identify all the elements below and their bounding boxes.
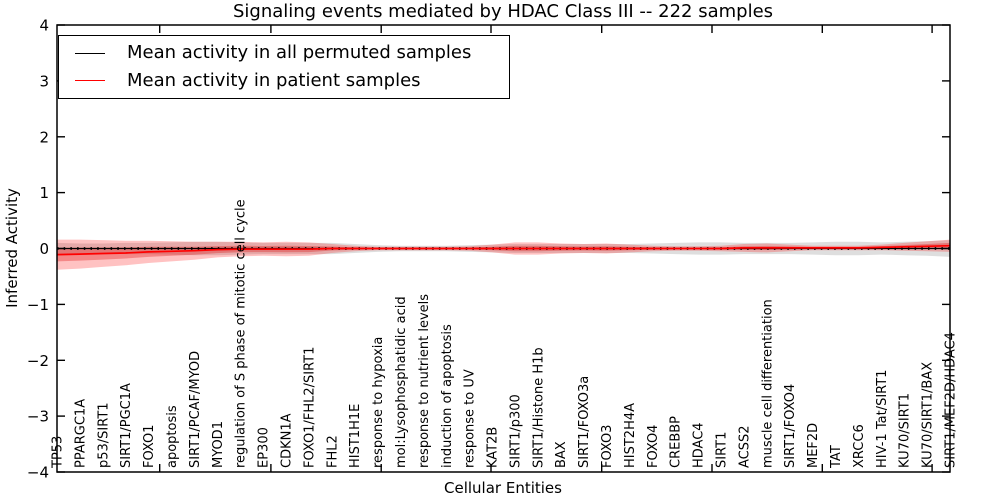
y-tick-label: 3 — [39, 72, 49, 90]
legend: Mean activity in all permuted samples Me… — [58, 35, 510, 99]
legend-item-patient: Mean activity in patient samples — [59, 69, 509, 91]
x-category-label: SIRT1 — [715, 432, 730, 468]
x-category-label: SIRT1/FOXO4 — [783, 384, 798, 468]
x-category-label: response to nutrient levels — [417, 294, 432, 468]
x-category-label: HDAC4 — [692, 422, 707, 468]
x-category-label: HIV-1 Tat/SIRT1 — [875, 370, 890, 468]
x-category-label: HIST1H1E — [348, 404, 363, 468]
x-category-label: SIRT1/MEF2D/HDAC4 — [944, 332, 959, 468]
permuted-line-swatch-icon — [75, 52, 105, 54]
x-category-label: XRCC6 — [852, 424, 867, 468]
x-category-label: SIRT1/Histone H1b — [531, 347, 546, 468]
y-tick-label: −3 — [27, 408, 49, 426]
chart-title: Signaling events mediated by HDAC Class … — [233, 1, 773, 22]
x-category-label: p53/SIRT1 — [96, 402, 111, 468]
x-category-label: FHL2 — [325, 435, 340, 468]
y-tick-label: 0 — [39, 240, 49, 258]
series-1-band — [57, 239, 950, 270]
x-category-label: CDKN1A — [280, 413, 295, 468]
x-axis-label: Cellular Entities — [444, 479, 562, 497]
x-category-label: FOXO3 — [600, 425, 615, 468]
x-category-label: MYOD1 — [211, 421, 226, 468]
x-category-label: FOXO4 — [646, 425, 661, 468]
x-category-label: MEF2D — [806, 423, 821, 468]
x-category-label: ACSS2 — [737, 425, 752, 468]
x-category-label: apoptosis — [165, 405, 180, 468]
x-category-label: CREBBP — [669, 416, 684, 468]
x-category-label: EP300 — [257, 427, 272, 468]
x-category-label: SIRT1/PGC1A — [119, 383, 134, 468]
y-axis-label: Inferred Activity — [3, 188, 21, 308]
x-category-label: PPARGC1A — [73, 399, 88, 468]
x-category-label: KU70/SIRT1 — [898, 393, 913, 468]
x-category-label: induction of apoptosis — [440, 324, 455, 468]
x-category-label: FOXO1/FHL2/SIRT1 — [302, 347, 317, 468]
y-tick-label: −2 — [27, 352, 49, 370]
x-category-label: FOXO1 — [142, 425, 157, 468]
x-category-label: HIST2H4A — [623, 403, 638, 468]
x-category-label: KAT2B — [486, 427, 501, 468]
y-tick-label: 2 — [39, 128, 49, 146]
x-category-label: TP53 — [51, 436, 66, 469]
x-category-label: TAT — [829, 445, 844, 469]
x-category-label: BAX — [554, 441, 569, 468]
legend-label-permuted: Mean activity in all permuted samples — [127, 42, 472, 64]
x-category-label: SIRT1/p300 — [508, 394, 523, 468]
x-category-label: regulation of S phase of mitotic cell cy… — [234, 199, 249, 468]
legend-label-patient: Mean activity in patient samples — [127, 69, 421, 91]
y-tick-label: 1 — [39, 184, 49, 202]
y-tick-label: −4 — [27, 464, 49, 482]
legend-item-permuted: Mean activity in all permuted samples — [59, 43, 509, 63]
x-category-label: response to hypoxia — [371, 337, 386, 468]
x-category-label: response to UV — [463, 369, 478, 468]
patient-line-swatch-icon — [75, 80, 105, 82]
y-tick-label: 4 — [39, 17, 49, 35]
plot-area: −4 −3 −2 −1 0 1 2 3 4 TP53 PPARGC1A p53/SIRT1 SIRT1/… — [27, 17, 959, 482]
series-1-mean-line — [56, 244, 951, 256]
x-category-label: muscle cell differentiation — [760, 299, 775, 468]
x-category-label: SIRT1/PCAF/MYOD — [188, 351, 203, 468]
x-category-label: KU70/SIRT1/BAX — [921, 362, 936, 468]
x-category-label: mol:Lysophosphatidic acid — [394, 296, 409, 468]
y-tick-label: −1 — [27, 296, 49, 314]
x-category-label: SIRT1/FOXO3a — [577, 376, 592, 468]
